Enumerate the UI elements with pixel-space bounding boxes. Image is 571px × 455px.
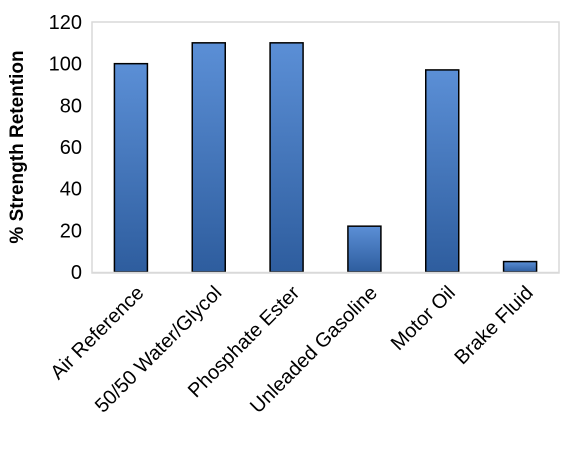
y-tick-label: 40 bbox=[60, 179, 82, 201]
x-category-label: Motor Oil bbox=[387, 282, 460, 355]
bar bbox=[113, 62, 149, 273]
x-category-label: Brake Fluid bbox=[451, 282, 538, 369]
y-tick-label: 120 bbox=[49, 12, 82, 34]
bar bbox=[269, 42, 304, 273]
bar bbox=[502, 260, 538, 273]
y-tick-label: 60 bbox=[60, 137, 82, 159]
y-tick-label: 0 bbox=[71, 262, 82, 284]
plot-area-frame bbox=[91, 21, 560, 274]
y-tick-label: 20 bbox=[60, 220, 82, 242]
x-category-label: Unleaded Gasoline bbox=[246, 282, 382, 418]
y-tick-label: 80 bbox=[60, 95, 82, 117]
y-tick-label: 100 bbox=[49, 54, 82, 76]
y-axis-title: % Strength Retention bbox=[7, 50, 28, 243]
bar bbox=[425, 69, 460, 273]
bar bbox=[191, 42, 226, 273]
bar bbox=[347, 225, 382, 273]
